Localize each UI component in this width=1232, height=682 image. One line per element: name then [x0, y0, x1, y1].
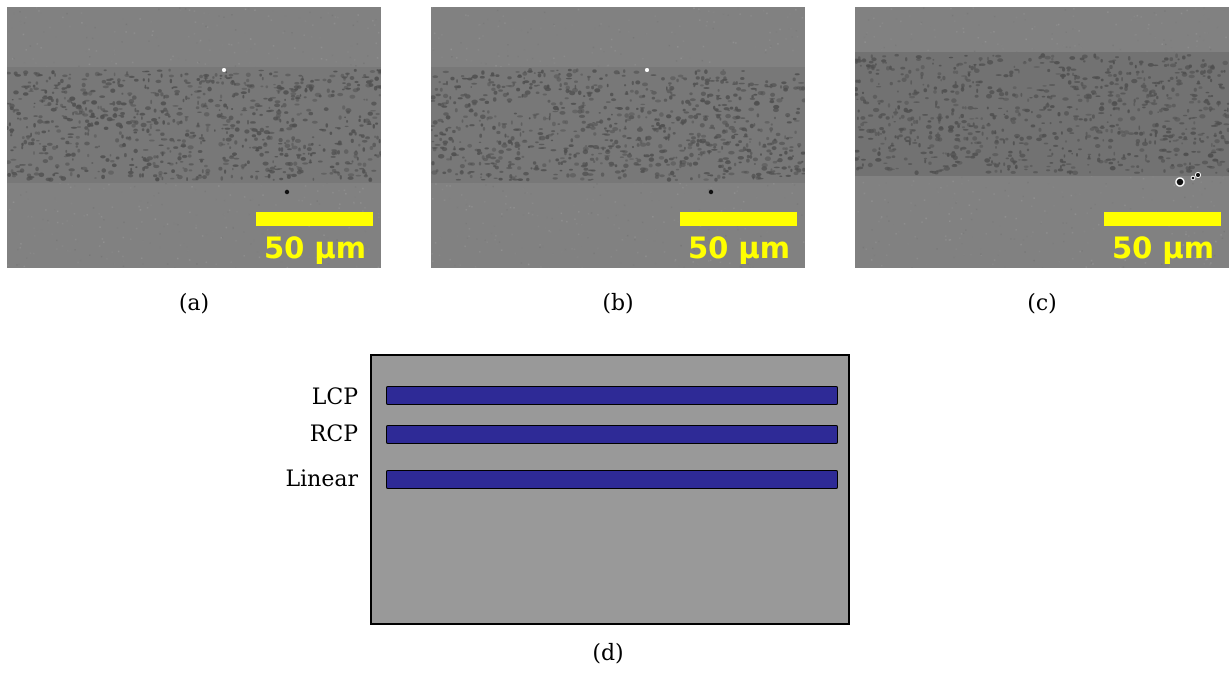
stripe-rcp: [386, 425, 838, 444]
scale-bar: [256, 212, 373, 226]
stripe-linear: [386, 470, 838, 489]
panel-caption-c: (c): [1027, 291, 1057, 316]
stripe-label-rcp: RCP: [309, 422, 358, 447]
sem-image-c: 50 µm: [855, 7, 1229, 268]
stripe-lcp: [386, 386, 838, 405]
sem-image-b: 50 µm: [431, 7, 805, 268]
stripe-label-lcp: LCP: [311, 385, 358, 410]
scale-bar-label: 50 µm: [688, 231, 790, 265]
panel-caption-b: (b): [602, 291, 634, 316]
sample-diagram: [370, 354, 850, 625]
panel-caption-d: (d): [592, 641, 624, 666]
scale-bar-label: 50 µm: [264, 231, 366, 265]
sem-image-b-canvas: 50 µm: [431, 7, 805, 268]
scale-bar: [1104, 212, 1221, 226]
sem-image-a-canvas: 50 µm: [7, 7, 381, 268]
sem-image-c-canvas: 50 µm: [855, 7, 1229, 268]
stripe-label-linear: Linear: [285, 467, 358, 492]
scale-bar: [680, 212, 797, 226]
panel-caption-a: (a): [178, 291, 210, 316]
scale-bar-label: 50 µm: [1112, 231, 1214, 265]
sem-image-a: 50 µm: [7, 7, 381, 268]
